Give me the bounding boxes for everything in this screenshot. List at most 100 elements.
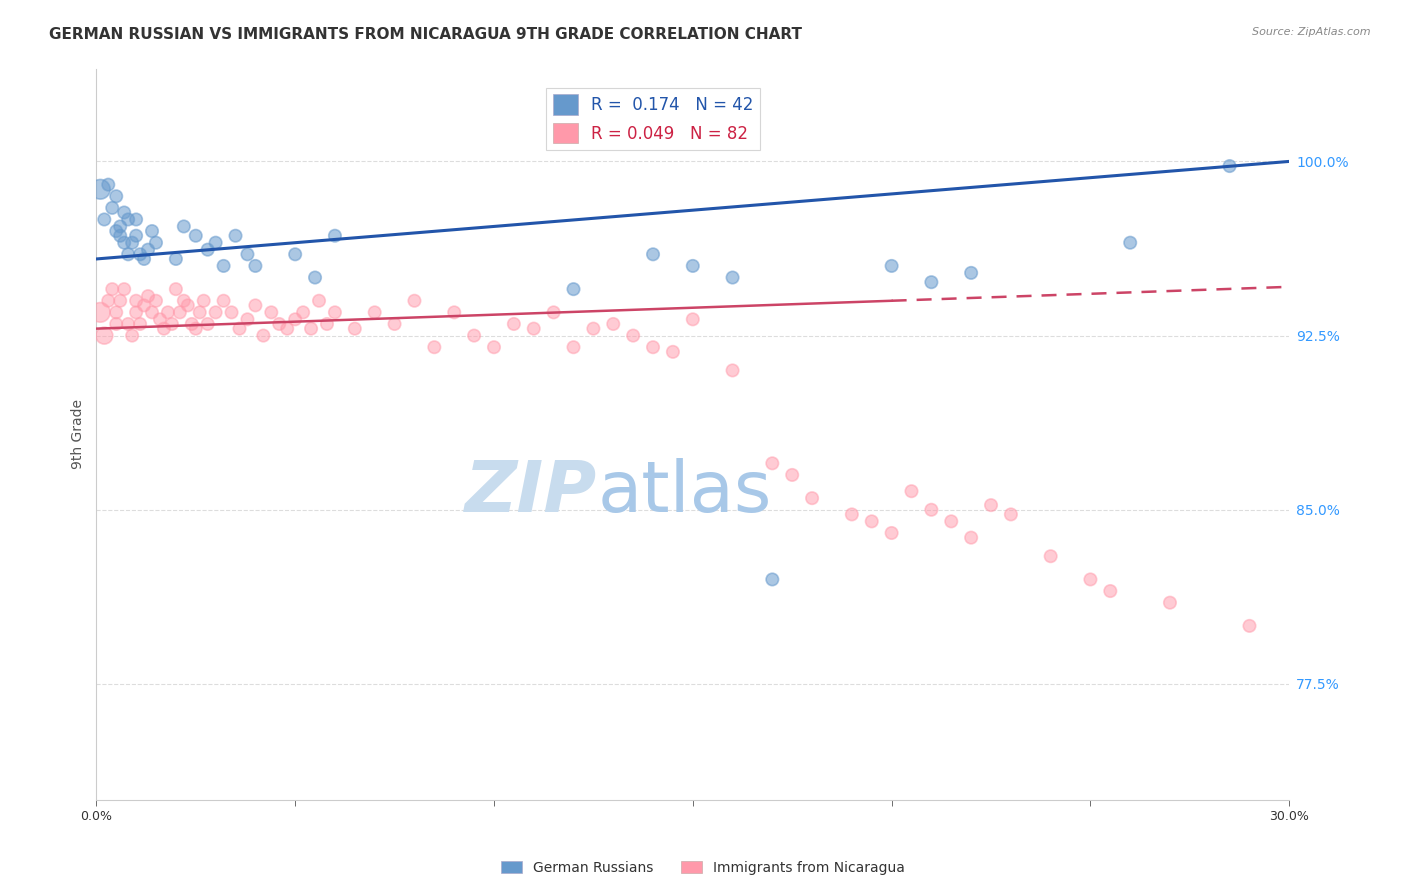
Point (384, 317, 406, 331)
Point (112, 205, 135, 219)
Legend: R =  0.174   N = 42, R = 0.049   N = 82: R = 0.174 N = 42, R = 0.049 N = 82 (546, 87, 761, 150)
Point (228, 321, 250, 335)
Point (562, 340, 585, 354)
Point (112, 282, 135, 296)
Point (132, 252, 155, 266)
Point (93, 328, 115, 343)
Point (149, 312, 172, 326)
Point (404, 293, 426, 308)
Point (292, 305, 315, 319)
Point (197, 317, 219, 331)
Point (880, 526, 903, 541)
Point (136, 243, 159, 257)
Point (156, 305, 179, 319)
Point (141, 224, 163, 238)
Point (621, 328, 644, 343)
Point (482, 340, 505, 354)
Point (299, 321, 322, 335)
Point (721, 363, 744, 377)
Legend: German Russians, Immigrants from Nicaragua: German Russians, Immigrants from Nicarag… (495, 855, 911, 880)
Point (236, 312, 259, 326)
Point (184, 228, 207, 243)
Point (323, 305, 346, 319)
Point (245, 298, 267, 312)
Point (184, 321, 207, 335)
Point (97, 178, 120, 192)
Point (1099, 584, 1122, 599)
Point (1000, 508, 1022, 522)
Point (125, 293, 148, 308)
Point (543, 305, 565, 319)
Point (105, 305, 128, 319)
Point (252, 328, 274, 343)
Point (117, 247, 139, 261)
Point (129, 247, 152, 261)
Point (132, 298, 155, 312)
Point (136, 289, 159, 303)
Point (145, 235, 167, 250)
Point (212, 293, 235, 308)
Point (225, 228, 247, 243)
Point (108, 228, 131, 243)
Point (117, 317, 139, 331)
Point (108, 293, 131, 308)
Point (89, 182, 111, 196)
Point (177, 298, 200, 312)
Point (323, 228, 346, 243)
Point (112, 235, 135, 250)
Point (1080, 573, 1102, 587)
Point (316, 317, 339, 331)
Point (780, 467, 803, 482)
Point (108, 219, 131, 234)
Point (188, 305, 211, 319)
Point (173, 293, 195, 308)
Point (761, 456, 783, 470)
Point (125, 228, 148, 243)
Point (145, 293, 167, 308)
Point (141, 305, 163, 319)
Point (165, 282, 187, 296)
Point (960, 266, 983, 280)
Point (173, 219, 195, 234)
Point (1219, 159, 1241, 173)
Point (169, 305, 191, 319)
Point (920, 275, 942, 289)
Point (960, 531, 983, 545)
Point (117, 212, 139, 227)
Point (204, 305, 226, 319)
Point (761, 573, 783, 587)
Point (523, 321, 546, 335)
Point (582, 321, 605, 335)
Point (121, 328, 143, 343)
Point (363, 305, 385, 319)
Point (502, 317, 524, 331)
Point (105, 189, 128, 203)
Point (105, 224, 128, 238)
Point (423, 340, 446, 354)
Point (193, 293, 215, 308)
Point (463, 328, 485, 343)
Point (801, 491, 824, 505)
Point (221, 305, 243, 319)
Y-axis label: 9th Grade: 9th Grade (72, 400, 86, 469)
Point (260, 305, 283, 319)
Point (860, 515, 883, 529)
Point (93, 212, 115, 227)
Point (721, 270, 744, 285)
Point (276, 321, 298, 335)
Point (121, 235, 143, 250)
Text: atlas: atlas (598, 458, 772, 527)
Point (212, 259, 235, 273)
Point (160, 317, 183, 331)
Point (900, 484, 922, 499)
Point (125, 212, 148, 227)
Point (284, 247, 307, 261)
Point (101, 282, 124, 296)
Point (641, 340, 664, 354)
Point (980, 498, 1002, 512)
Point (880, 259, 903, 273)
Point (682, 312, 704, 326)
Text: ZIP: ZIP (465, 458, 598, 527)
Point (1239, 619, 1261, 633)
Point (180, 317, 202, 331)
